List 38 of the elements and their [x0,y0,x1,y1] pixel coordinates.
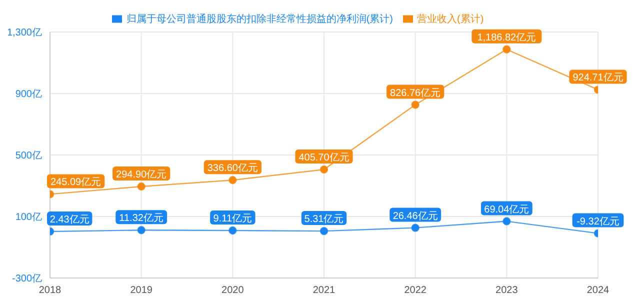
point [320,226,328,236]
y-tick-label: -300亿 [12,274,42,285]
legend-label: 营业收入(累计) [417,14,484,25]
y-tick-label: 100亿 [15,212,42,224]
data-label: 924.71亿元 [572,72,624,84]
point [137,226,146,234]
data-label: 9.11亿元 [213,213,252,224]
x-tick-label: 2022 [404,285,427,296]
y-tick-label: 900亿 [15,89,42,100]
data-label: 294.90亿元 [116,170,167,181]
point [411,100,420,109]
point [411,224,420,232]
point [502,45,511,54]
point [320,165,328,174]
data-label: 5.31亿元 [304,214,344,226]
data-label: 245.09亿元 [50,177,102,188]
x-tick-label: 2024 [586,285,610,296]
data-label: 69.04亿元 [484,204,530,216]
data-label: 11.32亿元 [119,213,164,224]
data-label: -9.32亿元 [576,216,620,228]
data-label: 1,186.82亿元 [477,32,536,44]
legend-label: 归属于母公司普通股股东的扣除非经常性损益的净利润(累计) [126,14,393,25]
point [137,182,146,191]
data-label: 336.60亿元 [207,163,258,174]
y-tick-label: 1,300亿 [6,28,42,39]
data-label: 2.43亿元 [50,214,90,226]
point [228,226,237,235]
x-tick-label: 2019 [130,285,153,296]
y-tick-label: 500亿 [15,150,42,162]
data-label: 26.46亿元 [392,210,438,222]
x-tick-label: 2021 [312,285,336,296]
x-tick-label: 2020 [222,285,244,296]
x-tick-label: 2023 [496,285,518,296]
x-tick-label: 2018 [38,285,62,296]
data-label: 826.76亿元 [390,88,441,99]
data-label: 405.70亿元 [298,152,350,164]
point [502,217,511,226]
point [228,176,237,184]
